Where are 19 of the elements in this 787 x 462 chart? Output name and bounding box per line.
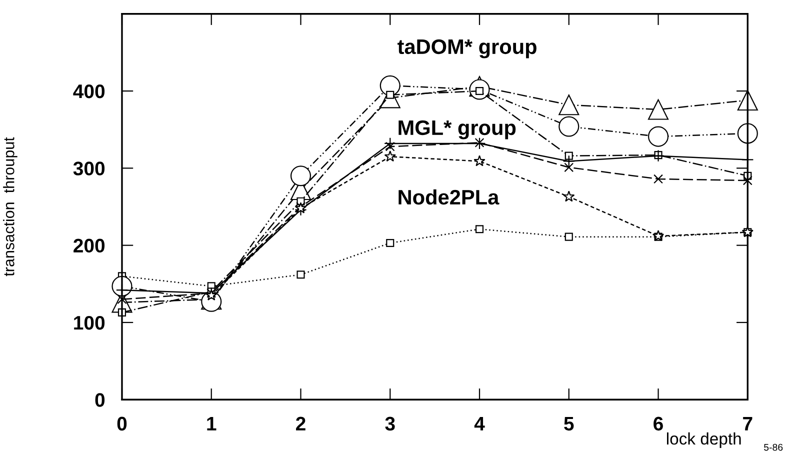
annotation: MGL* group (398, 120, 516, 140)
x-tick-label: 6 (654, 416, 663, 431)
x-tick-label: 4 (474, 417, 485, 430)
annotation: taDOM* group (398, 39, 536, 58)
x-tick-label: 7 (743, 417, 752, 430)
y-tick-label: 300 (73, 162, 105, 176)
x-tick-label: 2 (296, 416, 306, 430)
x-axis-title: lock depth (666, 432, 741, 448)
y-tick-label: 100 (74, 316, 105, 330)
x-tick-label: 0 (117, 416, 127, 431)
annotation: Node2PLa (398, 189, 500, 205)
x-tick-label: 3 (385, 416, 395, 431)
y-tick-label: 0 (95, 393, 105, 407)
y-tick-label: 400 (73, 84, 105, 98)
x-tick-label: 5 (564, 417, 574, 431)
y-axis-title: transaction throuput (3, 137, 18, 276)
y-tick-label: 200 (74, 238, 105, 253)
x-tick-label: 1 (207, 417, 216, 430)
text: 5-86 (764, 444, 783, 451)
